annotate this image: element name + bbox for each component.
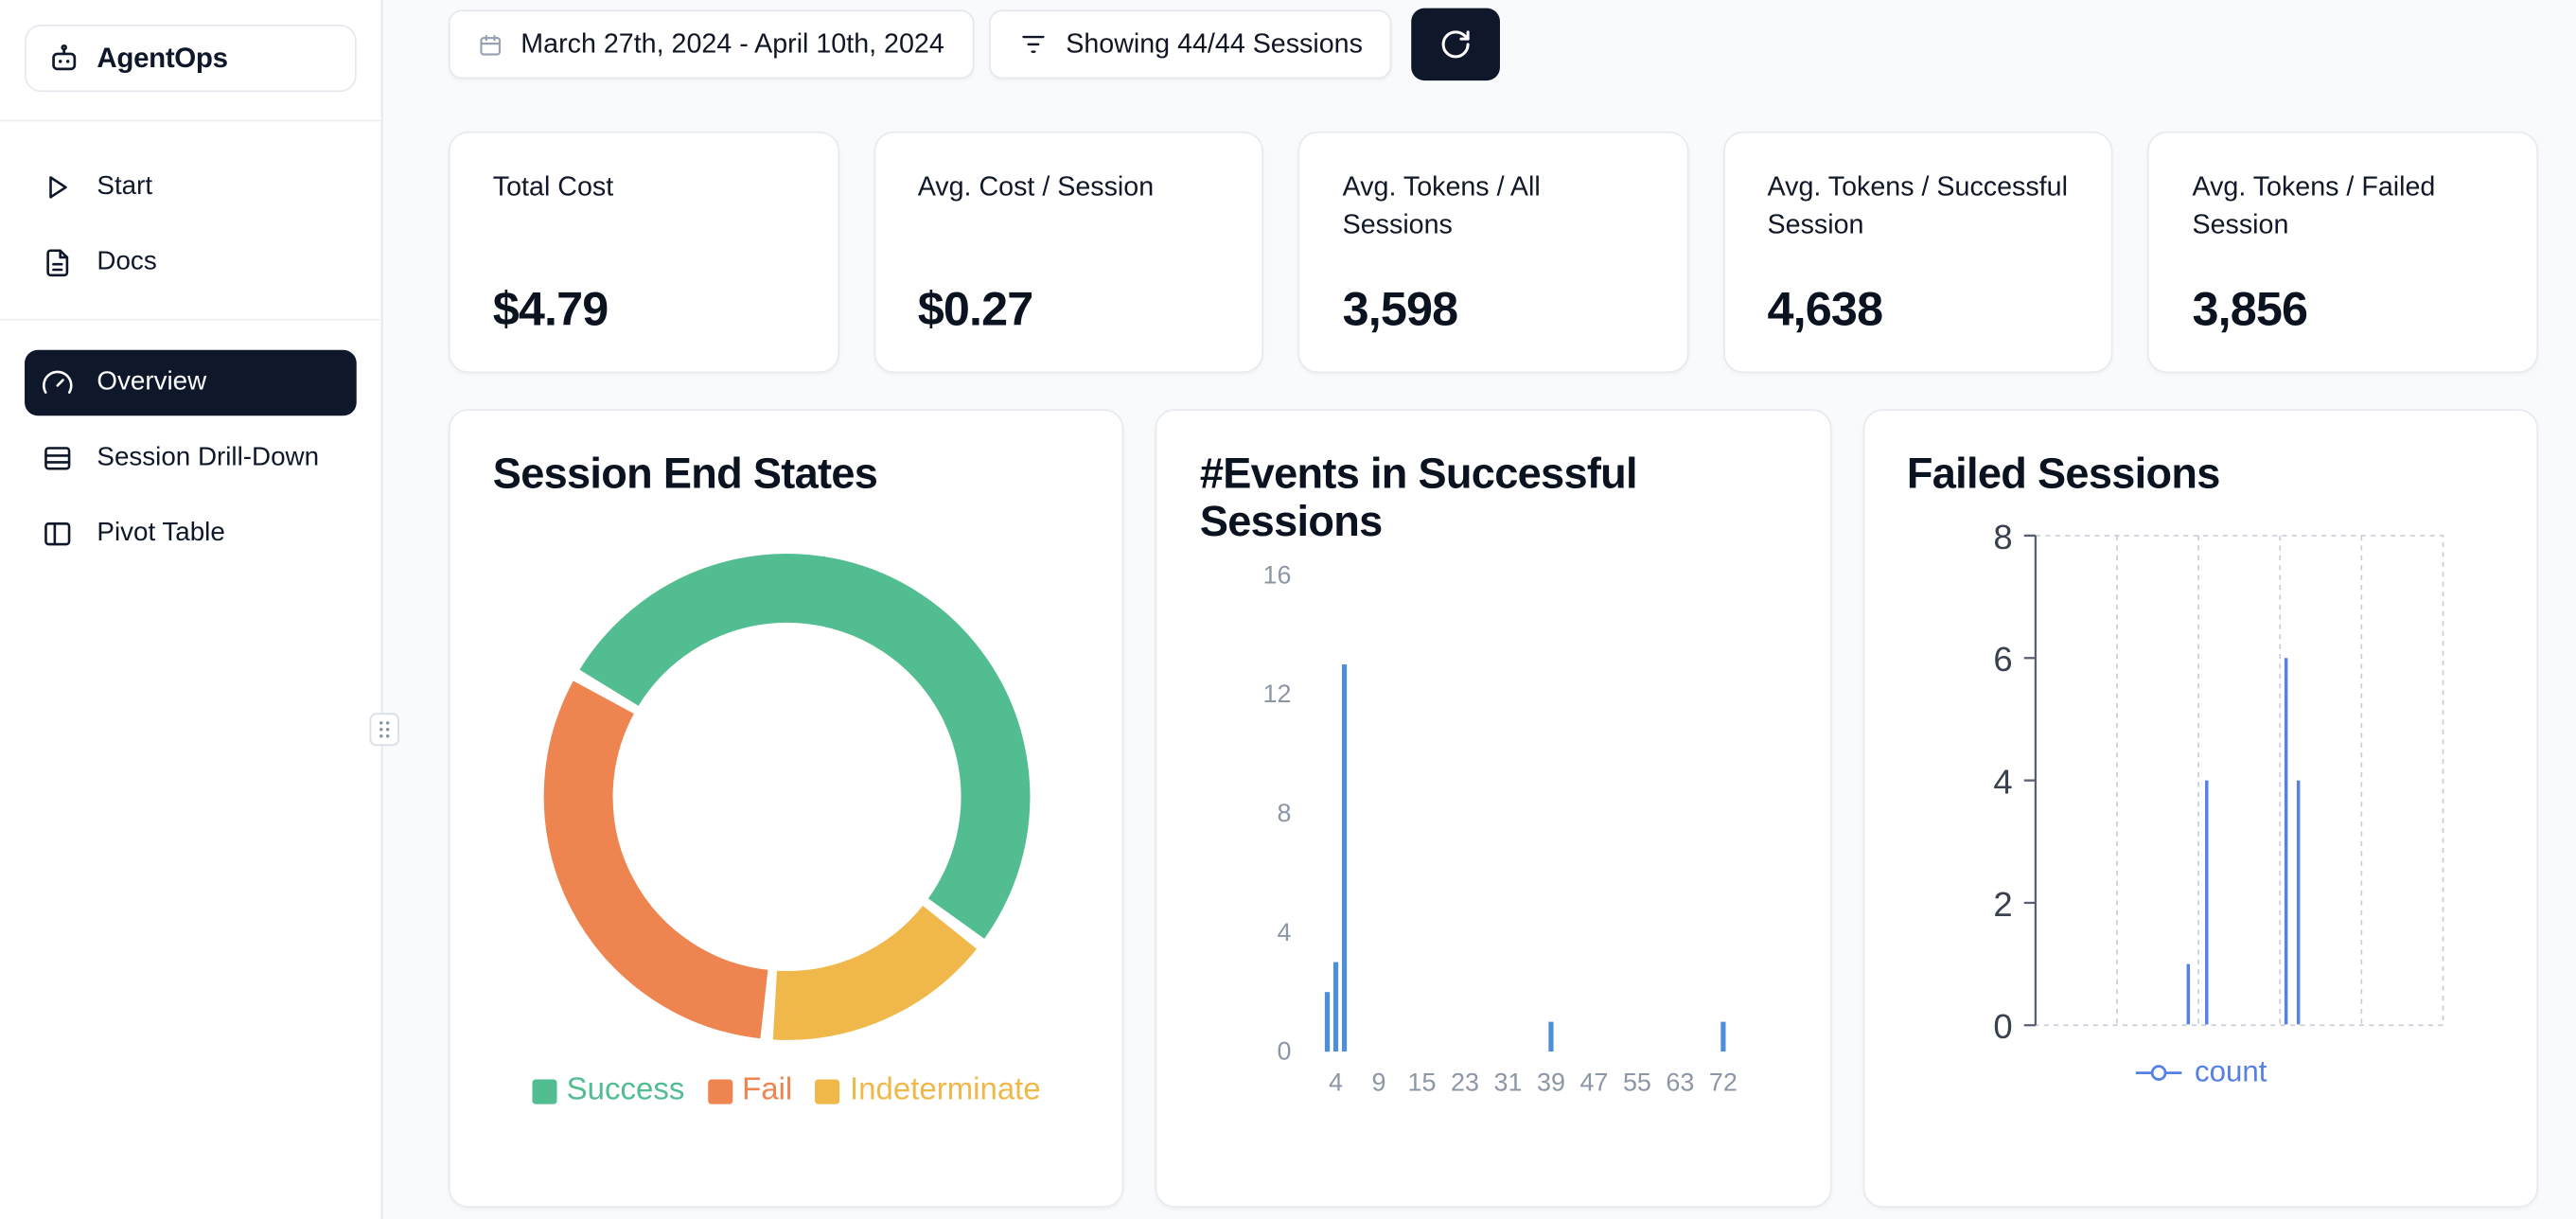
play-icon bbox=[49, 176, 67, 199]
legend-swatch bbox=[532, 1078, 557, 1104]
svg-text:12: 12 bbox=[1263, 680, 1292, 709]
stat-label: Total Cost bbox=[492, 172, 614, 203]
svg-text:8: 8 bbox=[1278, 799, 1292, 827]
main-content: March 27th, 2024 - April 10th, 2024 Show… bbox=[382, 0, 2576, 1208]
file-text-icon bbox=[46, 249, 69, 277]
sidebar: AgentOps Start Docs bbox=[0, 0, 399, 1219]
stat-value: 3,856 bbox=[2192, 284, 2308, 337]
date-range-button[interactable]: March 27th, 2024 - April 10th, 2024 bbox=[448, 9, 975, 80]
sidebar-item-label: Docs bbox=[97, 248, 157, 276]
legend-label: Success bbox=[566, 1072, 685, 1108]
table-rows-icon bbox=[44, 447, 71, 470]
svg-text:72: 72 bbox=[1709, 1069, 1738, 1097]
stat-value: $0.27 bbox=[917, 284, 1034, 337]
svg-text:4: 4 bbox=[1330, 1069, 1344, 1097]
date-range-label: March 27th, 2024 - April 10th, 2024 bbox=[520, 28, 944, 59]
sidebar-item-session-drill-down[interactable]: Session Drill-Down bbox=[25, 426, 357, 491]
stat-label: Avg. Tokens / Successful Session bbox=[1767, 172, 2068, 241]
sidebar-item-start[interactable]: Start bbox=[25, 154, 357, 220]
sidebar-resize-handle[interactable] bbox=[369, 713, 399, 747]
calendar-icon bbox=[480, 34, 502, 55]
stat-card-avg-tokens-all: Avg. Tokens / All Sessions 3,598 bbox=[1297, 131, 1689, 374]
gauge-icon bbox=[43, 370, 73, 394]
svg-text:0: 0 bbox=[1278, 1037, 1292, 1066]
sidebar-item-pivot-table[interactable]: Pivot Table bbox=[25, 501, 357, 566]
stat-card-avg-tokens-failed: Avg. Tokens / Failed Session 3,856 bbox=[2147, 131, 2539, 374]
sidebar-divider bbox=[0, 119, 381, 122]
svg-text:15: 15 bbox=[1408, 1069, 1437, 1097]
chart-title: Failed Sessions bbox=[1906, 448, 2220, 499]
refresh-icon bbox=[1442, 30, 1471, 59]
stat-label: Avg. Tokens / All Sessions bbox=[1342, 172, 1541, 241]
svg-text:0: 0 bbox=[1993, 1007, 2012, 1041]
sidebar-item-label: Start bbox=[97, 172, 153, 201]
legend-item: Fail bbox=[707, 1072, 793, 1109]
failed-sessions-card: Failed Sessions 0 2 4 6 8 count bbox=[1862, 409, 2539, 1208]
stat-value: $4.79 bbox=[492, 284, 609, 337]
legend-item: Success bbox=[532, 1073, 684, 1109]
sidebar-item-overview[interactable]: Overview bbox=[25, 349, 357, 416]
legend-item: Indeterminate bbox=[815, 1072, 1041, 1109]
svg-text:9: 9 bbox=[1372, 1069, 1386, 1097]
legend-label: Fail bbox=[742, 1072, 793, 1108]
filter-icon bbox=[1021, 35, 1045, 53]
chart-title: Session End States bbox=[492, 448, 878, 499]
stat-card-avg-cost-session: Avg. Cost / Session $0.27 bbox=[873, 131, 1264, 374]
app-logo[interactable]: AgentOps bbox=[25, 25, 357, 93]
chart-title: #Events in Successful Sessions bbox=[1199, 448, 1638, 546]
session-end-states-chart[interactable] bbox=[514, 524, 1059, 1069]
svg-text:6: 6 bbox=[1993, 640, 2012, 679]
stat-value: 4,638 bbox=[1767, 284, 1884, 337]
session-end-states-card: Session End States Success Fail Indetermin… bbox=[448, 409, 1124, 1208]
legend-swatch bbox=[815, 1078, 840, 1104]
stat-label: Avg. Tokens / Failed Session bbox=[2192, 172, 2436, 241]
stat-card-total-cost: Total Cost $4.79 bbox=[448, 131, 839, 374]
svg-text:8: 8 bbox=[1993, 518, 2012, 556]
svg-text:31: 31 bbox=[1494, 1069, 1523, 1097]
svg-text:4: 4 bbox=[1993, 763, 2012, 802]
stat-card-avg-tokens-successful: Avg. Tokens / Successful Session 4,638 bbox=[1722, 131, 2114, 374]
agentops-logo-icon bbox=[52, 44, 77, 70]
session-end-states-legend: Success Fail Indeterminate bbox=[493, 1073, 1080, 1109]
refresh-button[interactable] bbox=[1412, 8, 1501, 81]
sidebar-item-docs[interactable]: Docs bbox=[25, 230, 357, 295]
failed-sessions-chart[interactable]: 0 2 4 6 8 bbox=[1907, 516, 2465, 1042]
sidebar-item-label: Pivot Table bbox=[97, 519, 225, 548]
svg-text:16: 16 bbox=[1263, 561, 1292, 590]
svg-text:55: 55 bbox=[1624, 1069, 1652, 1097]
stat-label: Avg. Cost / Session bbox=[917, 172, 1155, 203]
svg-text:2: 2 bbox=[1993, 885, 2012, 924]
sidebar-item-label: Session Drill-Down bbox=[97, 443, 320, 472]
charts-row: Session End States Success Fail Indetermin… bbox=[448, 409, 2539, 1208]
svg-text:39: 39 bbox=[1538, 1069, 1566, 1097]
legend-label: Indeterminate bbox=[850, 1072, 1041, 1108]
line-marker-icon bbox=[2135, 1064, 2182, 1081]
sessions-filter-button[interactable]: Showing 44/44 Sessions bbox=[988, 9, 1393, 80]
stat-value: 3,598 bbox=[1342, 284, 1459, 337]
sidebar-item-label: Overview bbox=[97, 367, 207, 397]
svg-text:63: 63 bbox=[1667, 1069, 1695, 1097]
events-card: #Events in Successful Sessions 0 4 8 12 16 4 9… bbox=[1155, 409, 1832, 1208]
svg-text:23: 23 bbox=[1452, 1069, 1480, 1097]
svg-text:47: 47 bbox=[1580, 1069, 1609, 1097]
count-legend[interactable]: count bbox=[1907, 1055, 2494, 1089]
drag-handle-icon bbox=[379, 721, 390, 738]
count-legend-label: count bbox=[2194, 1054, 2267, 1088]
stats-row: Total Cost $4.79 Avg. Cost / Session $0.… bbox=[448, 131, 2539, 374]
sidebar-nav: Start Docs Overview bbox=[0, 121, 381, 566]
app-name: AgentOps bbox=[97, 42, 228, 74]
sidebar-divider bbox=[0, 318, 381, 321]
toolbar: March 27th, 2024 - April 10th, 2024 Show… bbox=[448, 7, 2538, 82]
legend-swatch bbox=[707, 1078, 732, 1104]
svg-text:4: 4 bbox=[1278, 918, 1292, 946]
sessions-filter-label: Showing 44/44 Sessions bbox=[1066, 28, 1363, 59]
columns-icon bbox=[44, 522, 71, 546]
